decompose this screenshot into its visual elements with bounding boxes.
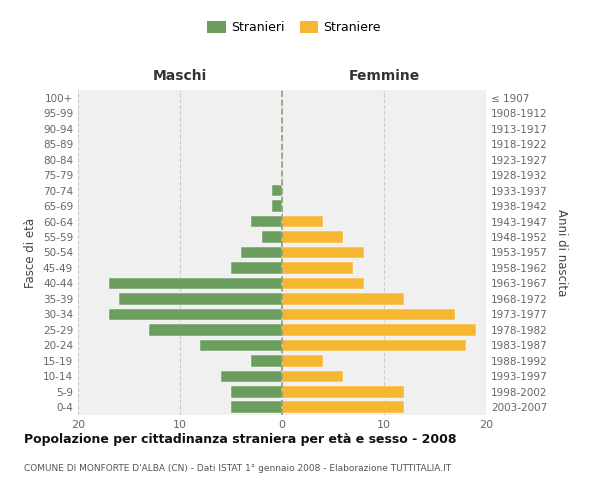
Bar — [231, 402, 282, 413]
Bar — [221, 370, 282, 382]
Bar — [109, 308, 282, 320]
Text: Femmine: Femmine — [349, 70, 419, 84]
Bar — [251, 355, 282, 366]
Bar — [282, 340, 466, 351]
Bar — [200, 340, 282, 351]
Bar — [282, 246, 364, 258]
Bar — [282, 231, 343, 243]
Bar — [109, 278, 282, 289]
Bar — [282, 216, 323, 228]
Bar — [149, 324, 282, 336]
Bar — [282, 293, 404, 304]
Bar — [231, 386, 282, 398]
Bar — [282, 355, 323, 366]
Y-axis label: Fasce di età: Fasce di età — [25, 218, 37, 288]
Bar — [272, 185, 282, 196]
Bar — [282, 262, 353, 274]
Text: Maschi: Maschi — [153, 70, 207, 84]
Text: COMUNE DI MONFORTE D'ALBA (CN) - Dati ISTAT 1° gennaio 2008 - Elaborazione TUTTI: COMUNE DI MONFORTE D'ALBA (CN) - Dati IS… — [24, 464, 451, 473]
Bar — [251, 216, 282, 228]
Bar — [282, 370, 343, 382]
Bar — [241, 246, 282, 258]
Bar — [262, 231, 282, 243]
Legend: Stranieri, Straniere: Stranieri, Straniere — [202, 16, 386, 40]
Bar — [282, 324, 476, 336]
Bar — [231, 262, 282, 274]
Bar — [282, 402, 404, 413]
Text: Popolazione per cittadinanza straniera per età e sesso - 2008: Popolazione per cittadinanza straniera p… — [24, 432, 457, 446]
Bar — [119, 293, 282, 304]
Y-axis label: Anni di nascita: Anni di nascita — [554, 209, 568, 296]
Bar — [282, 308, 455, 320]
Bar — [282, 278, 364, 289]
Bar — [272, 200, 282, 212]
Bar — [282, 386, 404, 398]
